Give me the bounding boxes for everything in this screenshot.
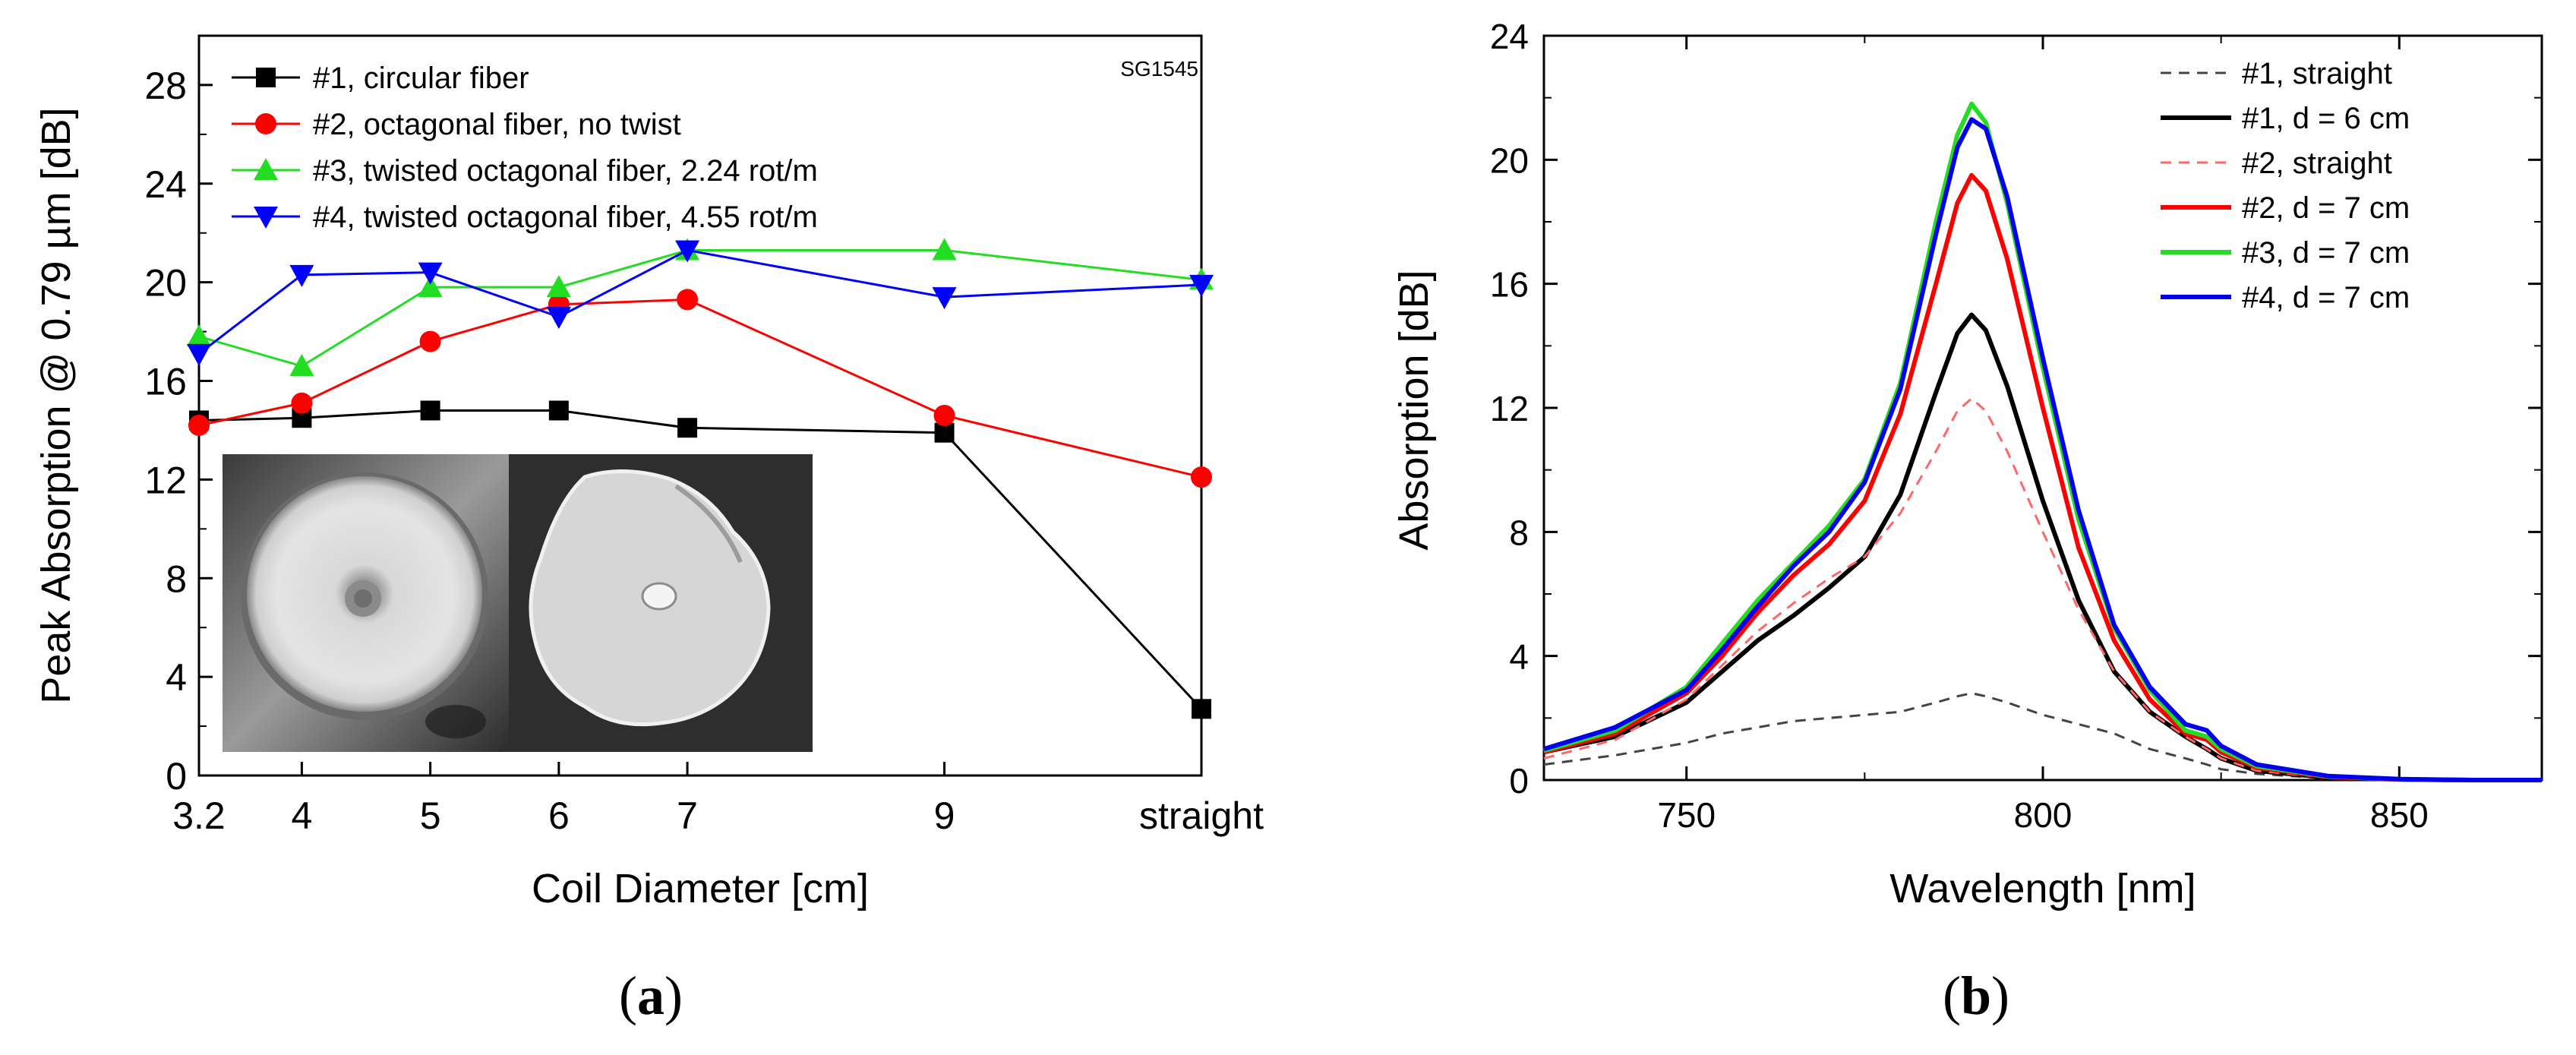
data-point-series-3: [932, 238, 957, 261]
x-tick-label: 800: [2014, 795, 2072, 835]
panel-b-legend: #1, straight #1, d = 6 cm #2, straight #2, …: [2161, 57, 2410, 314]
legend-label: #1, circular fiber: [313, 62, 529, 95]
spectrum-line-3: [1543, 397, 2542, 782]
data-point-series-1: [677, 418, 698, 438]
panel-b-caption: (b): [1943, 965, 2010, 1026]
panel-b-y-label: Absorption [dB]: [1391, 270, 1437, 550]
x-tick-label: 4: [291, 794, 312, 837]
y-tick-label: 4: [1509, 637, 1529, 677]
legend-label: #2, straight: [2242, 147, 2392, 180]
legend-label: #4, twisted octagonal fiber, 4.55 rot/m: [313, 201, 818, 234]
legend-marker: [256, 68, 276, 87]
y-tick-label: 28: [144, 65, 187, 107]
y-tick-label: 8: [1509, 513, 1529, 552]
x-tick-label: 9: [934, 794, 955, 837]
data-point-series-4: [932, 287, 957, 310]
y-tick-label: 16: [144, 361, 187, 403]
fiber-inset-images: [223, 454, 813, 752]
legend-label: #1, straight: [2242, 57, 2392, 90]
legend-marker: [255, 113, 276, 134]
x-tick-label: 5: [420, 794, 441, 837]
x-tick-label: straight: [1139, 794, 1264, 837]
panel-b-x-label: Wavelength [nm]: [1889, 866, 2196, 911]
panel-a-x-label: Coil Diameter [cm]: [532, 866, 869, 911]
data-point-series-4: [418, 262, 443, 285]
data-point-series-4: [187, 343, 211, 366]
data-point-series-1: [934, 422, 955, 443]
x-tick-label: 7: [677, 794, 698, 837]
data-point-series-2: [419, 330, 441, 352]
data-point-series-1: [1192, 699, 1211, 719]
y-tick-label: 4: [166, 656, 187, 699]
data-point-series-1: [548, 400, 569, 421]
series-line-3: [198, 248, 1202, 368]
panel-a-y-ticks: 0 4 8 12 16 20 24 28: [144, 65, 213, 798]
data-point-series-4: [675, 240, 700, 263]
data-point-series-3: [289, 354, 314, 377]
legend-label: #1, d = 6 cm: [2242, 102, 2410, 135]
y-tick-label: 20: [1490, 141, 1529, 180]
panel-b-x-ticks: 750 800 850: [1657, 36, 2429, 835]
panel-b-chart: 0 4 8 12 16 20 24 750 800 850 #1, straight #1, d …: [1391, 17, 2543, 911]
y-tick-label: 0: [166, 755, 187, 798]
legend-label: #4, d = 7 cm: [2242, 281, 2410, 314]
data-point-series-4: [289, 264, 314, 287]
y-tick-label: 16: [1490, 265, 1529, 305]
y-tick-label: 12: [144, 459, 187, 501]
data-point-series-2: [933, 404, 955, 426]
y-tick-label: 24: [144, 163, 187, 206]
data-point-series-2: [188, 414, 210, 436]
y-tick-label: 24: [1490, 17, 1529, 56]
data-point-series-2: [677, 289, 699, 311]
series-line-2: [198, 298, 1202, 479]
x-tick-label: 850: [2370, 795, 2429, 835]
panel-a-chart: 0 4 8 12 16 20 24 28 3.2 4 5 6 7 9 straight SG1545 #1…: [33, 34, 1264, 911]
data-point-series-1: [420, 400, 440, 421]
legend-marker: [254, 207, 278, 229]
panel-a-caption: (a): [619, 965, 683, 1026]
y-tick-label: 8: [166, 558, 187, 600]
spectrum-line-2: [1543, 312, 2542, 782]
legend-marker: [254, 158, 278, 180]
y-tick-label: 20: [144, 262, 187, 305]
x-tick-label: 3.2: [172, 794, 226, 837]
legend-label: #2, octagonal fiber, no twist: [313, 108, 681, 141]
circular-fiber-micrograph: [223, 454, 509, 752]
panel-b-series: [1543, 101, 2542, 782]
panel-a-series: [187, 238, 1214, 719]
panel-a-legend: #1, circular fiber #2, octagonal fiber, n…: [232, 62, 818, 234]
y-tick-label: 12: [1490, 389, 1529, 428]
x-tick-label: 750: [1657, 795, 1716, 835]
octagonal-fiber-micrograph: [509, 454, 813, 752]
data-point-series-3: [418, 275, 443, 298]
spectrum-line-1: [1543, 692, 2542, 782]
x-tick-label: 6: [548, 794, 570, 837]
legend-label: #3, twisted octagonal fiber, 2.24 rot/m: [313, 154, 818, 188]
data-point-series-4: [1189, 274, 1214, 297]
data-point-series-3: [187, 324, 211, 347]
data-point-series-3: [546, 275, 571, 298]
data-point-series-2: [291, 392, 313, 414]
panel-a-axes-frame: [197, 34, 1203, 777]
panel-a-y-label: Peak Absorption @ 0.79 µm [dB]: [33, 107, 79, 703]
panel-a-annotation: SG1545: [1120, 57, 1198, 81]
panel-b-y-ticks: 0 4 8 12 16 20 24: [1490, 17, 2542, 801]
data-point-series-4: [546, 307, 571, 330]
spectrum-line-6: [1543, 117, 2542, 782]
legend-label: #2, d = 7 cm: [2242, 191, 2410, 225]
y-tick-label: 0: [1509, 761, 1529, 801]
legend-label: #3, d = 7 cm: [2242, 236, 2410, 270]
panel-a-x-ticks: 3.2 4 5 6 7 9 straight: [172, 762, 1264, 837]
data-point-series-2: [1191, 466, 1212, 488]
